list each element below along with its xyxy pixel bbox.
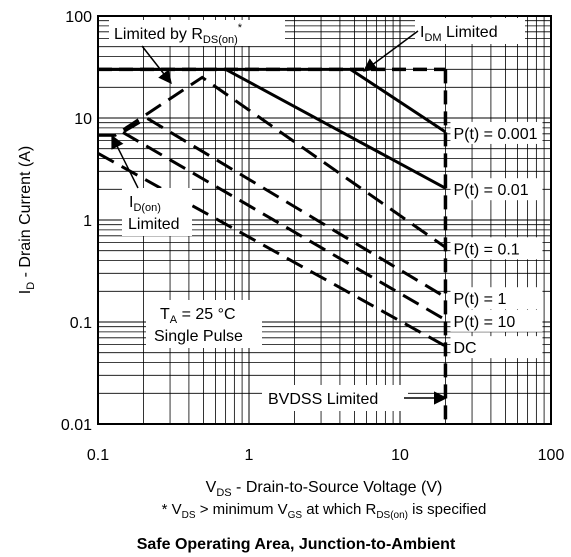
x-tick-label: 10 — [391, 447, 409, 464]
ta-label-line2: Single Pulse — [154, 328, 243, 345]
rds-annotation: Limited by RDS(on)* — [109, 20, 285, 85]
footnote: * VDS > minimum VGS at which RDS(on) is … — [162, 501, 487, 521]
series-label-bg — [450, 237, 543, 260]
x-tick-labels: 0.1 1 10 100 — [87, 447, 565, 464]
idm-annotation: IDM Limited — [362, 18, 525, 72]
bvdss-annotation: BVDSS Limited — [262, 385, 448, 411]
y-tick-label: 1 — [83, 213, 92, 230]
y-axis-label: ID - Drain Current (A) — [17, 146, 37, 294]
series-line — [98, 67, 447, 190]
x-tick-label: 100 — [538, 447, 565, 464]
series-label: P(t) = 10 — [453, 314, 515, 331]
series-label: P(t) = 0.001 — [453, 126, 537, 143]
series-label: P(t) = 1 — [453, 291, 506, 308]
idon-label: ID(on) — [129, 194, 161, 214]
rds-arrow — [141, 45, 172, 85]
series-label: P(t) = 0.1 — [453, 241, 519, 258]
series-label-bg — [450, 336, 543, 359]
y-tick-label: 0.1 — [70, 315, 92, 332]
x-axis-label: VDS - Drain-to-Source Voltage (V) — [206, 479, 443, 499]
series-label-bg — [450, 121, 543, 144]
series-label: DC — [453, 340, 476, 357]
ta-label: TA = 25 °C — [160, 306, 236, 326]
series-label-bg — [450, 309, 543, 332]
x-tick-label: 1 — [245, 447, 254, 464]
series-labels: P(t) = 0.001 P(t) = 0.01 P(t) = 0.1 P(t) = … — [450, 121, 543, 359]
idon-annotation: ID(on) Limited — [111, 134, 192, 236]
series-label: P(t) = 0.01 — [453, 182, 528, 199]
x-tick-label: 0.1 — [87, 447, 109, 464]
series-line — [97, 152, 447, 348]
series-label-bg — [450, 178, 543, 201]
idon-label-line2: Limited — [128, 216, 180, 233]
series-line — [98, 128, 447, 322]
rds-label: Limited by RDS(on)* — [114, 22, 243, 46]
idm-arrow — [362, 30, 419, 72]
bvdss-label: BVDSS Limited — [268, 391, 378, 408]
y-tick-label: 0.01 — [61, 417, 92, 434]
y-tick-label: 100 — [65, 9, 92, 26]
series-lines — [97, 67, 447, 348]
chart-title: Safe Operating Area, Junction-to-Ambient — [137, 536, 456, 553]
y-tick-labels: 0.01 0.1 1 10 100 — [61, 9, 92, 434]
idm-label: IDM Limited — [420, 24, 498, 44]
ta-annotation: TA = 25 °C Single Pulse — [146, 300, 262, 348]
y-tick-label: 10 — [74, 111, 92, 128]
series-label-bg — [450, 287, 543, 310]
plot-frame — [97, 15, 552, 425]
idon-arrow — [111, 134, 139, 189]
